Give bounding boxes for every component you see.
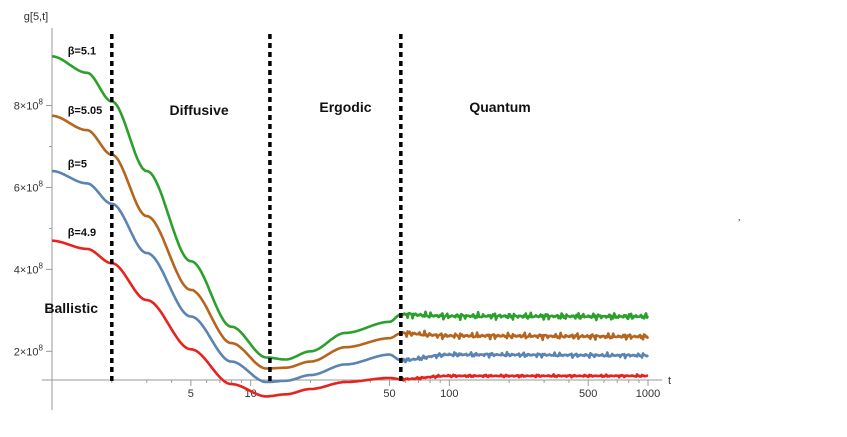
region-label: Ballistic: [44, 300, 98, 316]
boundary-layer: [110, 34, 403, 382]
region-label: Diffusive: [170, 102, 229, 118]
label-layer: Ballistic Diffusive Ergodic Quantum β=5.1 β=5…: [44, 45, 530, 316]
series-line: [51, 239, 649, 398]
x-tick-label: 100: [440, 388, 458, 400]
series-label: β=5.05: [68, 105, 103, 117]
y-axis-title: g[5,t]: [24, 11, 48, 23]
series-line: [51, 114, 650, 370]
axes: 5 10 50 100 500 10002×1084×1086×1088×108g[5,t…: [14, 11, 671, 410]
region-label: Ergodic: [319, 99, 371, 115]
y-tick-label: 4×108: [14, 261, 44, 276]
series-label: β=4.9: [68, 227, 96, 239]
series-line: [51, 55, 650, 361]
y-tick-label: 2×108: [14, 343, 44, 358]
y-tick-label: 8×108: [14, 98, 44, 113]
series-line: [51, 169, 650, 384]
x-tick-label: 1000: [636, 388, 660, 400]
x-tick-label: 50: [383, 388, 395, 400]
series-label: β=5: [68, 158, 87, 170]
series-layer: [51, 55, 650, 398]
x-tick-label: 5: [188, 388, 194, 400]
region-label: Quantum: [469, 99, 530, 115]
series-label: β=5.1: [68, 45, 96, 57]
y-tick-label: 6×108: [14, 179, 44, 194]
stray-mark: ,: [738, 212, 741, 223]
x-axis-title: t: [668, 375, 671, 387]
x-tick-label: 500: [579, 388, 597, 400]
